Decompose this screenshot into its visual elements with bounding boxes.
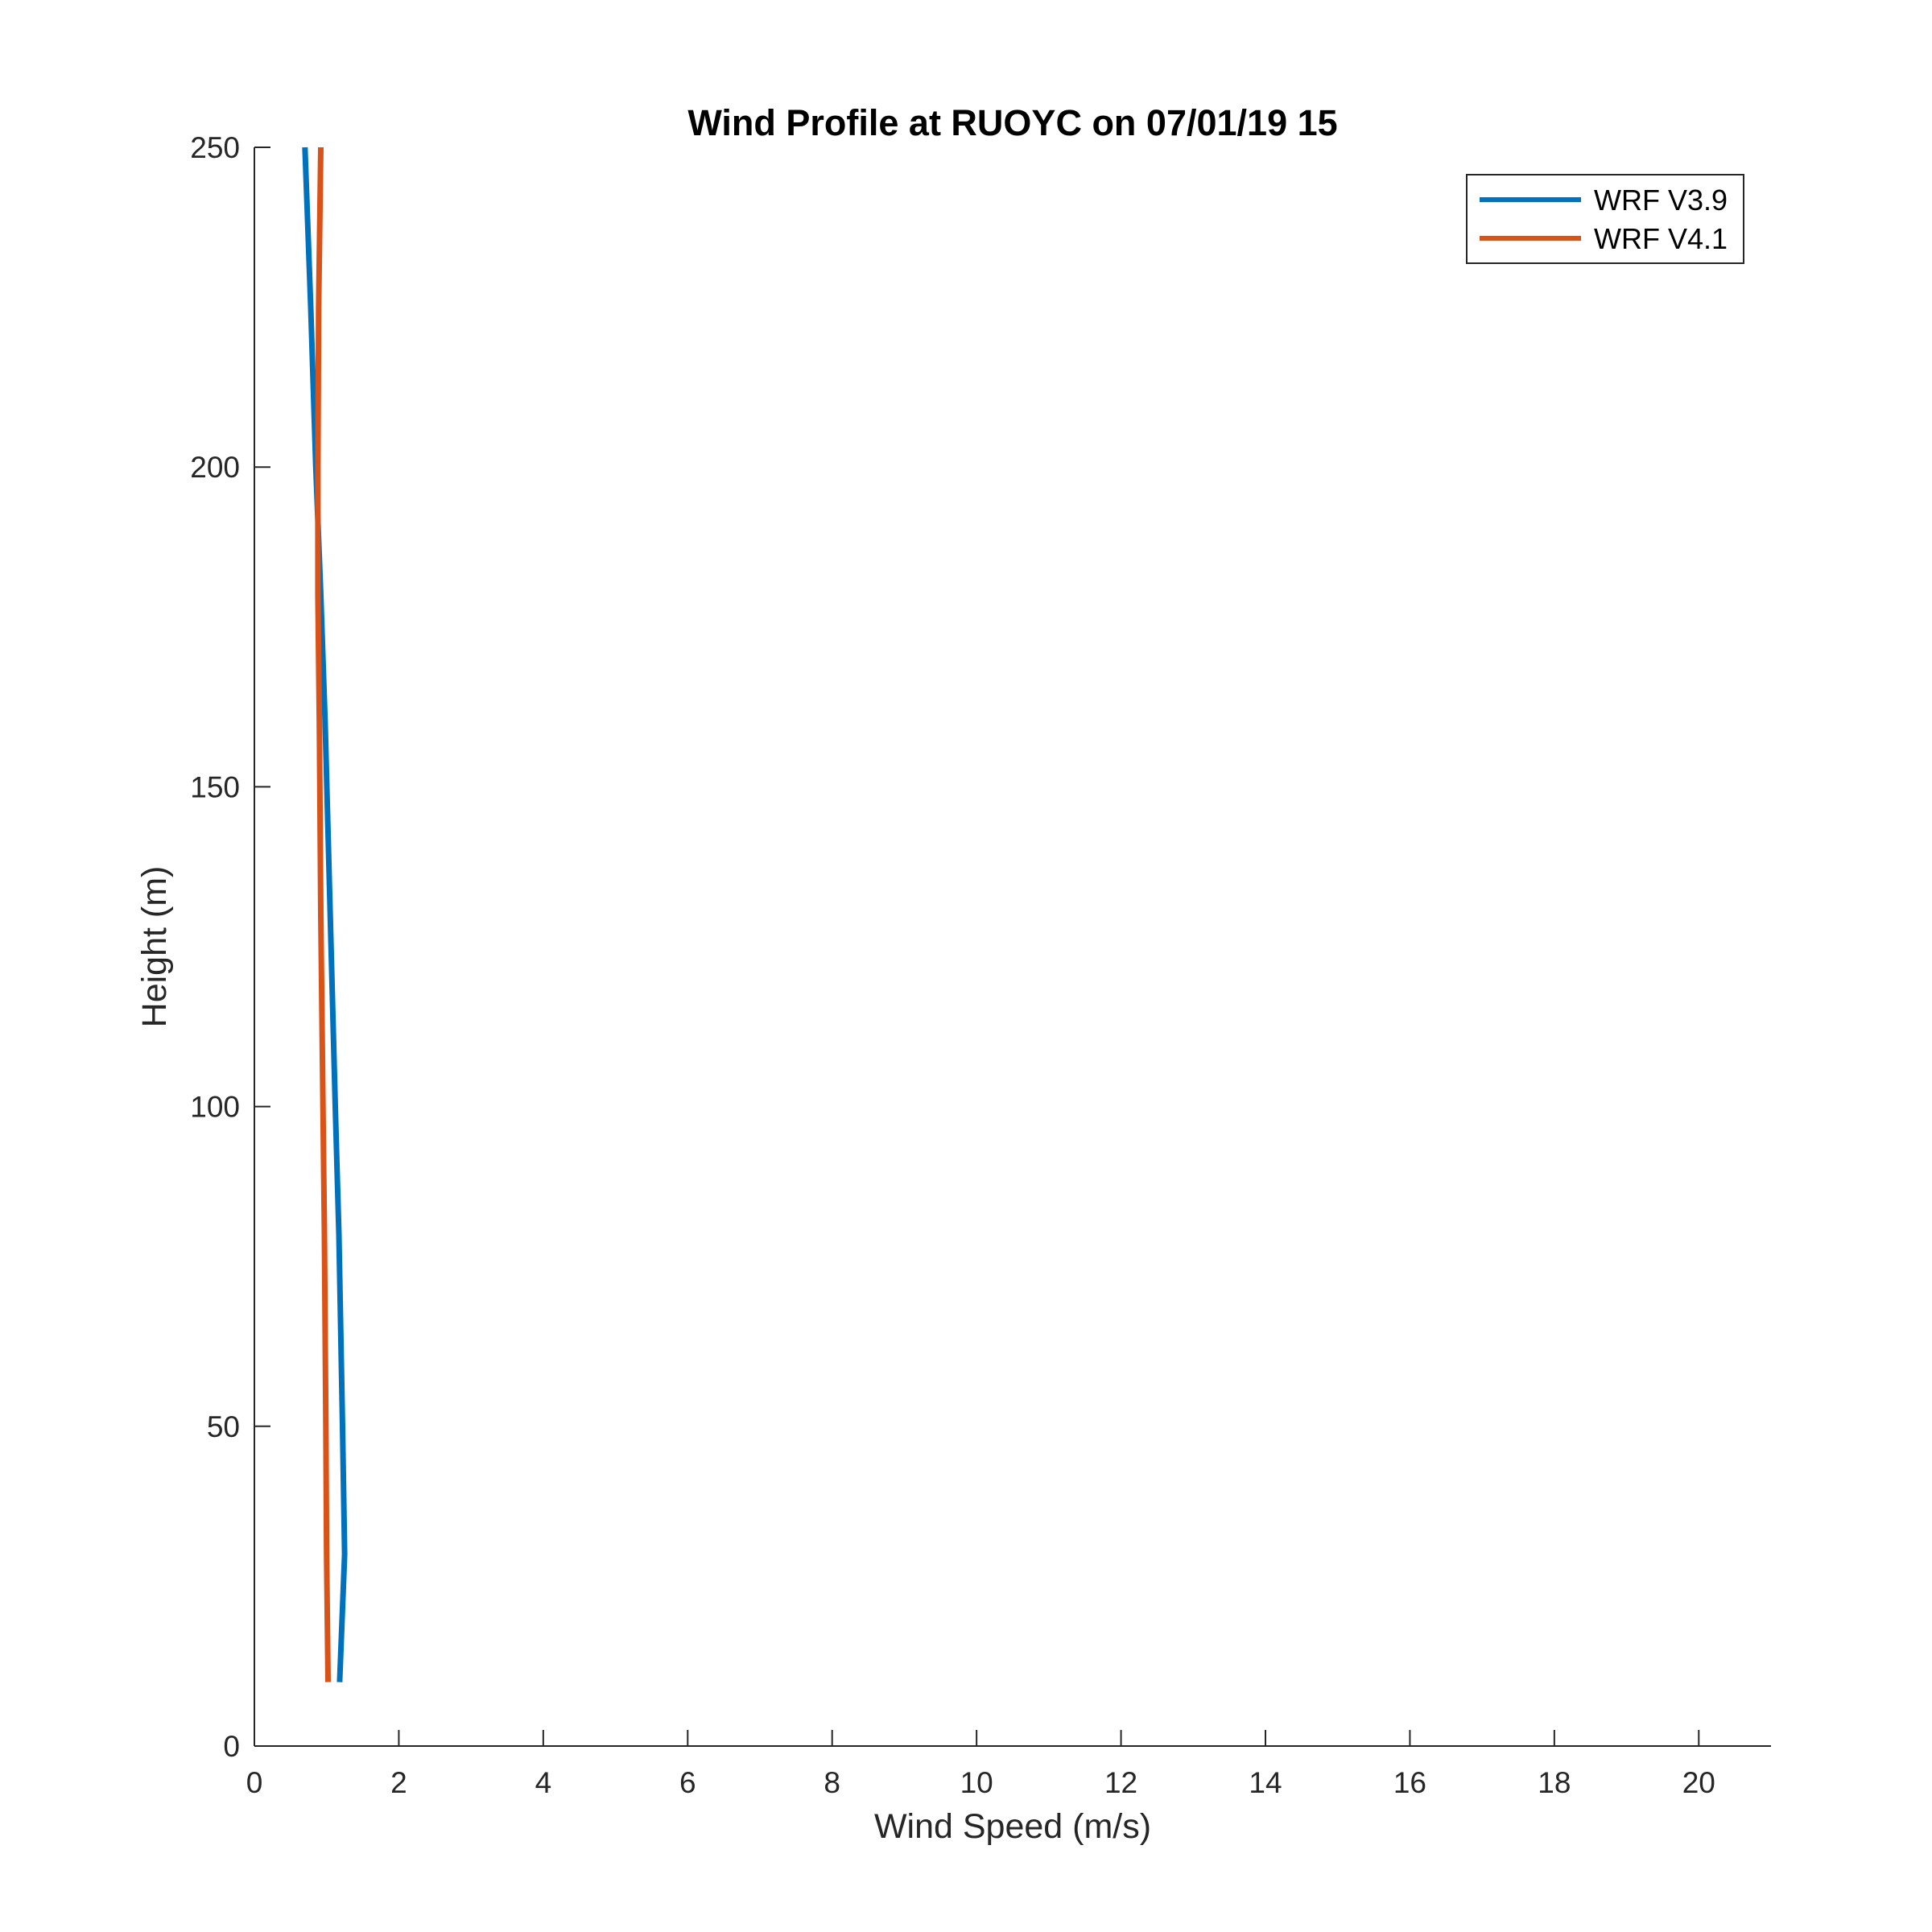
x-tick-label: 12: [1104, 1766, 1137, 1799]
y-tick-label: 200: [190, 451, 240, 484]
x-tick-label: 8: [824, 1766, 840, 1799]
legend-label-wrf-v41: WRF V4.1: [1594, 222, 1728, 255]
x-axis-label: Wind Speed (m/s): [874, 1807, 1151, 1846]
series-layer: [302, 147, 348, 1682]
x-tick-label: 2: [390, 1766, 407, 1799]
x-axis-ticks: 0 2 4 6 8 10 12 14 16 18 20: [246, 1730, 1715, 1799]
y-tick-label: 50: [207, 1410, 240, 1443]
legend-box: [1466, 174, 1744, 264]
x-tick-label: 20: [1682, 1766, 1715, 1799]
x-tick-label: 16: [1393, 1766, 1426, 1799]
chart-title: Wind Profile at RUOYC on 07/01/19 15: [687, 102, 1337, 143]
y-axis-label: Height (m): [135, 866, 174, 1028]
legend-label-wrf-v39: WRF V3.9: [1594, 184, 1728, 217]
x-tick-label: 6: [679, 1766, 696, 1799]
y-tick-label: 100: [190, 1091, 240, 1124]
x-tick-label: 0: [246, 1766, 263, 1799]
x-tick-label: 18: [1538, 1766, 1571, 1799]
y-tick-label: 150: [190, 770, 240, 803]
x-tick-label: 4: [535, 1766, 552, 1799]
plot-area: [254, 147, 1771, 1746]
legend: WRF V3.9 WRF V4.1: [1466, 174, 1744, 264]
series-line-wrf-v41: [315, 147, 331, 1682]
y-tick-label: 250: [190, 131, 240, 164]
y-tick-label: 0: [223, 1730, 240, 1763]
x-tick-label: 10: [960, 1766, 993, 1799]
series-line-wrf-v39: [302, 147, 348, 1682]
x-tick-label: 14: [1249, 1766, 1282, 1799]
y-axis-ticks: 0 50 100 150 200 250: [190, 131, 270, 1763]
